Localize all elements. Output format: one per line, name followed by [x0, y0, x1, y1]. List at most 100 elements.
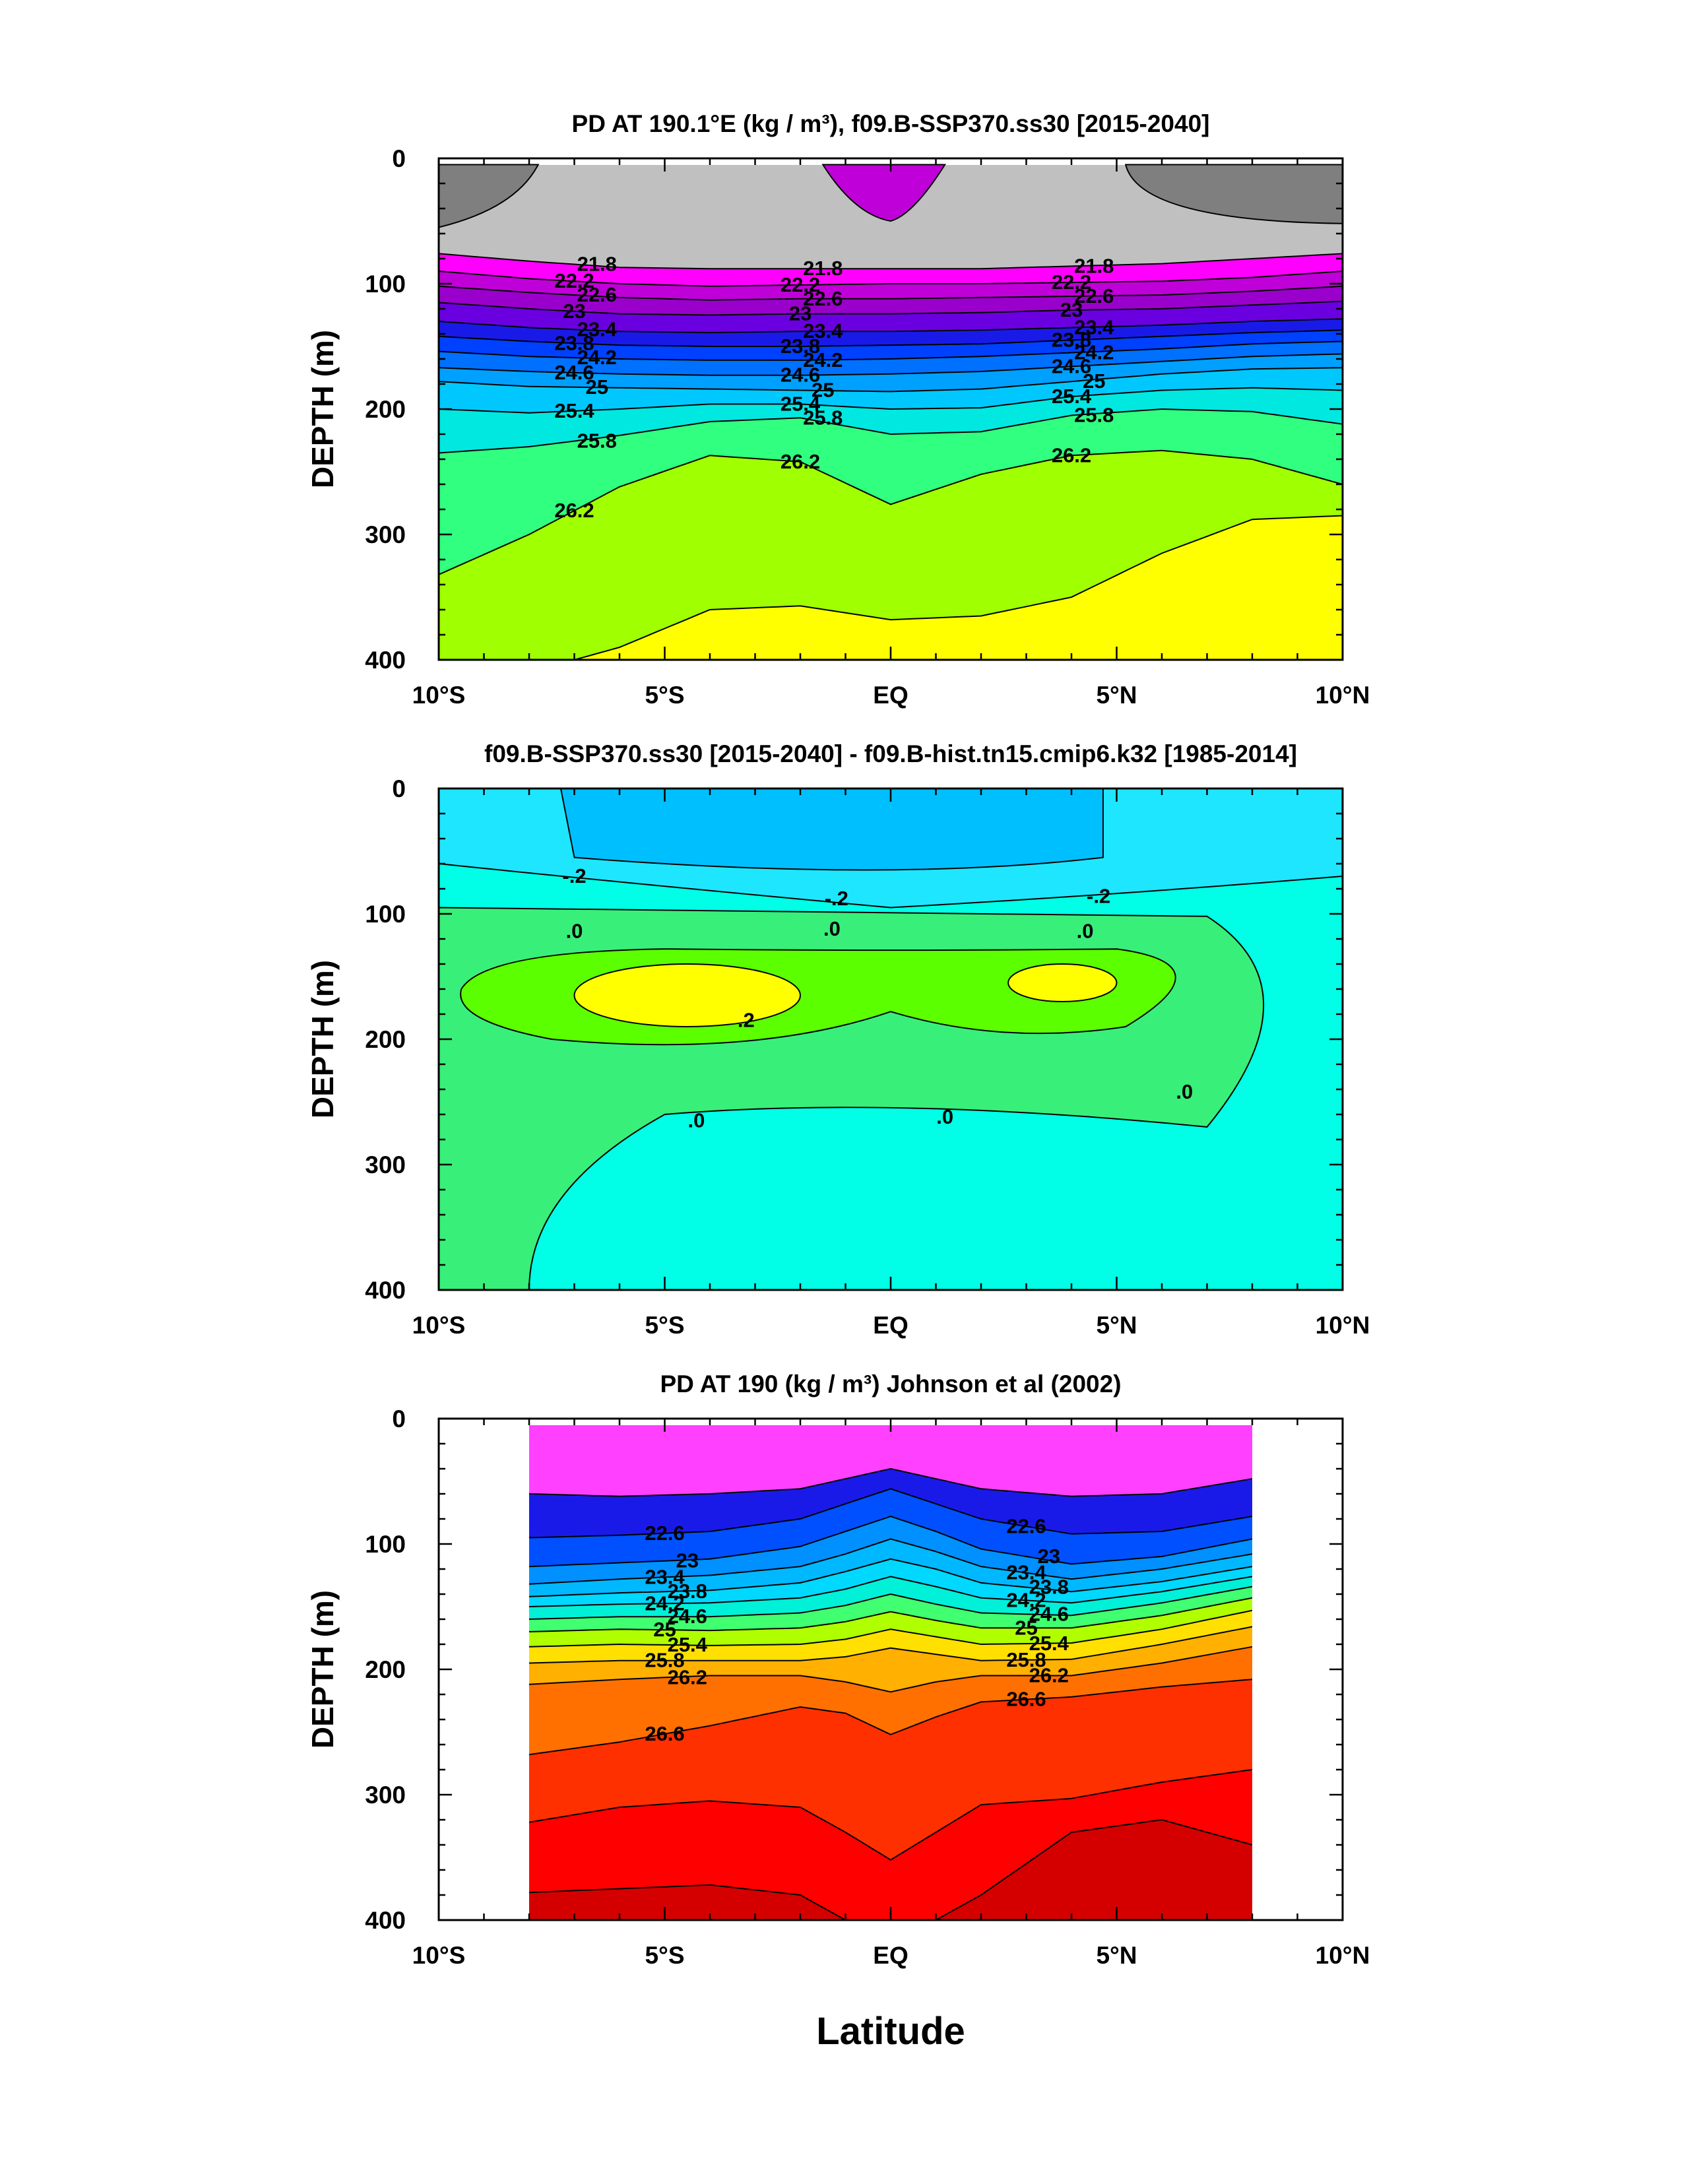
panel-title: f09.B-SSP370.ss30 [2015-2040] - f09.B-hi… [484, 740, 1297, 767]
y-tick-label: 100 [365, 1531, 406, 1558]
y-tick-label: 200 [365, 396, 406, 423]
contour-label: 25 [653, 1618, 676, 1641]
x-tick-label: 10°S [412, 682, 466, 709]
density-band [574, 515, 1343, 660]
contour-label: 25.4 [554, 399, 594, 422]
contour-label: 21.8 [803, 257, 843, 280]
isopycnal-contour [439, 318, 1343, 334]
contour-label: 24.6 [554, 361, 594, 384]
contour-label: 25.8 [645, 1649, 684, 1672]
isopycnal-contour [528, 1597, 1253, 1632]
y-axis-label: DEPTH (m) [305, 960, 340, 1118]
isopycnal-contour [528, 1679, 1253, 1756]
isopycnal-contour [439, 408, 1343, 454]
contour-label: 25.8 [1074, 404, 1114, 427]
contour-label: 23.4 [1074, 316, 1114, 339]
y-tick-label: 0 [392, 145, 406, 172]
isopycnal-contour [439, 253, 1343, 270]
contour-label: .0 [1077, 920, 1094, 943]
anomaly-max-north [1007, 963, 1118, 1002]
isopycnal-contour [439, 353, 1343, 376]
y-tick-label: 200 [365, 1656, 406, 1683]
contour-label: .0 [1176, 1080, 1193, 1103]
x-tick-label: EQ [873, 1942, 908, 1969]
y-tick-label: 100 [365, 271, 406, 298]
contour-label: 25.4 [1029, 1632, 1069, 1655]
contour-label: 22.6 [803, 287, 843, 310]
isopycnal-contour [528, 1576, 1253, 1607]
y-tick-label: 400 [365, 1907, 406, 1934]
panel-title: PD AT 190.1°E (kg / m³), f09.B-SSP370.ss… [572, 110, 1210, 137]
contour-label: 24.2 [645, 1591, 684, 1615]
contour-label: 25.4 [781, 392, 821, 415]
x-tick-label: 10°N [1316, 682, 1370, 709]
surface-lens-south [439, 164, 540, 228]
contour-label: 22.2 [1052, 271, 1091, 294]
isopycnal-contour [528, 1538, 1253, 1585]
contour-label: 25.4 [668, 1633, 708, 1656]
isopycnal-contour [528, 1488, 1253, 1539]
anomaly-max-south [573, 963, 801, 1027]
contour-label: 23.8 [1052, 329, 1091, 352]
isopycnal-contour [439, 271, 1343, 287]
isopycnal-contour [439, 340, 1343, 361]
y-tick-label: 400 [365, 1277, 406, 1304]
contour-label: 23 [676, 1549, 699, 1572]
contour-label: 26.6 [645, 1722, 684, 1745]
y-tick-label: 0 [392, 1405, 406, 1432]
contour-label: 23.4 [1006, 1561, 1046, 1584]
contour-label: 22.2 [781, 273, 820, 296]
contour-label: 25.8 [803, 406, 843, 429]
isopycnal-contour [439, 329, 1343, 347]
x-tick-label: 5°N [1096, 1942, 1137, 1969]
contour-label: 22.6 [1006, 1514, 1046, 1537]
surface-lens-north [1124, 164, 1343, 224]
density-band [529, 1820, 1252, 1920]
isopycnal-contour [528, 1626, 1253, 1664]
isopycnal-contour [528, 1467, 1253, 1497]
y-tick-label: 200 [365, 1026, 406, 1053]
contour-label: 23.4 [803, 319, 843, 342]
x-axis-label: Latitude [816, 2010, 965, 2053]
contour-label: 26.2 [1029, 1664, 1069, 1687]
y-axis-label: DEPTH (m) [305, 1590, 340, 1749]
contour-label: 24.2 [803, 348, 843, 371]
contour-label: 23.4 [577, 317, 618, 340]
isopycnal-contour [528, 1516, 1253, 1568]
y-tick-label: 300 [365, 521, 406, 548]
isopycnal-contour [571, 515, 1343, 660]
contour-label: 22.6 [645, 1522, 684, 1545]
contour-label: .0 [823, 917, 841, 940]
contour-label: 26.2 [554, 499, 594, 522]
x-tick-label: EQ [873, 682, 908, 709]
y-tick-label: 0 [392, 775, 406, 802]
contour-label: 23.8 [1029, 1576, 1069, 1599]
contour-label: .0 [566, 920, 583, 943]
x-tick-label: 5°N [1096, 1312, 1137, 1339]
plot-area-2: -.2 -.2 -.2 .0 .0 .0 .2 .0 .0 .0 [439, 788, 1343, 1290]
no-data-north [1252, 1419, 1343, 1920]
x-tick-label: 10°N [1316, 1942, 1370, 1969]
y-tick-label: 300 [365, 1151, 406, 1178]
x-tick-label: EQ [873, 1312, 908, 1339]
contour-label: 23.8 [554, 331, 594, 354]
panel-2: -.2 -.2 -.2 .0 .0 .0 .2 .0 .0 .0 10°S 5°S EQ 5°N 10°N 0… [305, 740, 1370, 1339]
contour-label: 26.2 [781, 450, 820, 473]
contour-label: .0 [936, 1105, 953, 1128]
x-tick-label: 5°S [645, 682, 684, 709]
contour-label: 25 [812, 379, 834, 402]
contour-label: 23 [1060, 298, 1083, 321]
x-tick-label: 5°S [645, 1312, 684, 1339]
contour-label: 24.2 [1074, 341, 1114, 364]
contour-label: 26.2 [668, 1665, 707, 1688]
contour-label: .0 [688, 1109, 705, 1132]
contour-label: 23.8 [668, 1580, 707, 1603]
contour-label: 23.8 [781, 335, 820, 358]
x-tick-label: 5°S [645, 1942, 684, 1969]
isopycnal-contour [439, 387, 1343, 414]
contour-label: 23 [789, 302, 812, 325]
contour-label: -.2 [562, 864, 586, 887]
